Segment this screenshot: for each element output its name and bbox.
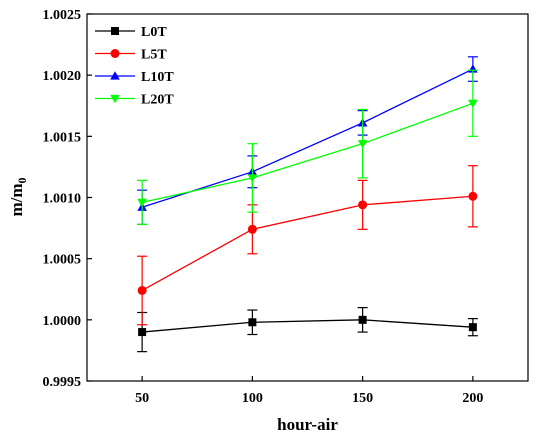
- data-point: [110, 94, 120, 104]
- legend-label: L20T: [141, 93, 174, 108]
- y-tick-label: 1.0025: [43, 8, 82, 23]
- legend-item-l20t: L20T: [95, 93, 174, 108]
- x-axis-title: hour-air: [277, 415, 338, 434]
- y-tick-label: 1.0000: [43, 314, 82, 329]
- axis-ticks: 50 100 150 200 0.9995 1.0000 1.0005 1.0010 1.001…: [43, 8, 484, 406]
- legend-label: L10T: [141, 70, 174, 85]
- series-l5t: [137, 165, 478, 326]
- y-tick-label: 1.0020: [43, 69, 82, 84]
- y-axis-title-main: m/m: [7, 183, 26, 216]
- y-axis-title-subscript: 0: [15, 177, 29, 183]
- y-tick-label: 1.0010: [43, 192, 82, 207]
- y-axis-title: m/m0: [7, 177, 29, 216]
- series-l0t: [137, 307, 478, 353]
- y-tick-label: 1.0005: [43, 253, 82, 268]
- data-point: [357, 140, 368, 149]
- data-point: [247, 224, 257, 234]
- series-l20t: [137, 69, 478, 226]
- legend-item-l0t: L0T: [95, 25, 167, 40]
- x-tick-label: 50: [135, 391, 149, 406]
- legend: L0T L5T L10T L20T: [95, 25, 174, 108]
- y-tick-label: 1.0015: [43, 130, 82, 145]
- data-point: [111, 27, 119, 35]
- legend-item-l5t: L5T: [95, 48, 167, 63]
- data-point: [110, 49, 120, 58]
- x-tick-label: 150: [352, 391, 373, 406]
- legend-item-l10t: L10T: [95, 70, 174, 85]
- series-layer: [137, 56, 478, 353]
- series-line: [141, 102, 474, 204]
- series-line: [141, 195, 473, 292]
- data-point: [358, 200, 368, 210]
- data-point: [358, 315, 367, 324]
- data-point: [468, 99, 478, 109]
- data-point: [137, 285, 147, 295]
- data-point: [247, 174, 258, 183]
- legend-label: L5T: [141, 48, 167, 63]
- legend-label: L0T: [141, 25, 167, 40]
- x-tick-label: 200: [462, 391, 483, 406]
- data-point: [468, 191, 478, 201]
- x-tick-label: 100: [242, 391, 263, 406]
- series-line: [141, 68, 474, 208]
- series-line: [142, 319, 473, 333]
- data-point: [248, 318, 257, 327]
- data-point: [137, 198, 147, 208]
- data-point: [110, 71, 120, 80]
- data-point: [138, 328, 147, 337]
- y-tick-label: 0.9995: [43, 375, 82, 390]
- data-point: [468, 323, 477, 332]
